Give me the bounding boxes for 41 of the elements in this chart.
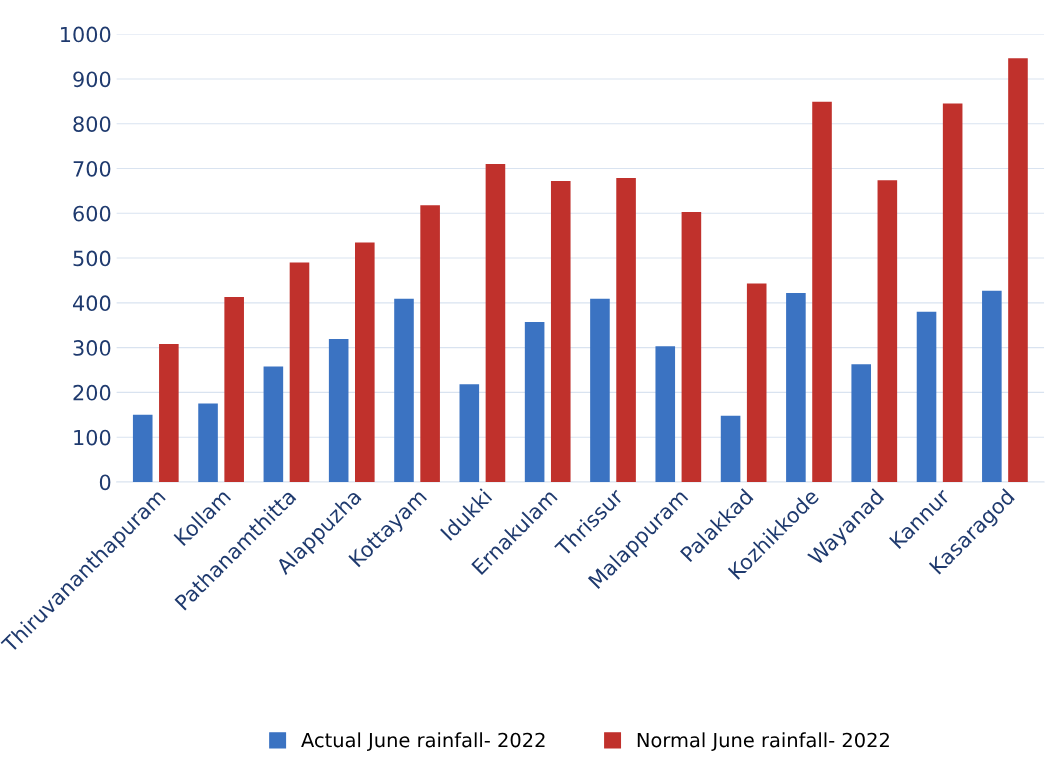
- bar: [916, 311, 937, 482]
- y-tick-label: 1000: [61, 26, 111, 43]
- bar: [328, 339, 349, 482]
- bar: [524, 322, 545, 482]
- legend-label: Actual June rainfall- 2022: [301, 732, 545, 751]
- bar: [720, 415, 741, 482]
- bar: [616, 177, 636, 482]
- y-tick-label: 500: [73, 250, 111, 267]
- y-tick-label: 300: [73, 340, 111, 356]
- y-tick-label: 400: [72, 295, 111, 312]
- y-tick-label: 900: [73, 71, 111, 88]
- bar: [655, 346, 676, 482]
- bar: [132, 414, 153, 482]
- bar: [355, 242, 375, 482]
- y-tick-label: 0: [99, 474, 111, 491]
- legend-label: Normal June rainfall- 2022: [637, 732, 889, 751]
- bar: [394, 298, 414, 482]
- y-tick-label: 100: [74, 429, 111, 446]
- bar: [1008, 58, 1028, 482]
- y-tick-label: 200: [73, 384, 111, 401]
- y-tick-label: 700: [73, 160, 111, 177]
- y-tick-label: 600: [73, 205, 111, 222]
- bar: [590, 298, 610, 482]
- bar: [224, 297, 244, 482]
- y-tick-label: 800: [73, 116, 111, 132]
- bar: [420, 205, 440, 482]
- bar: [851, 364, 872, 482]
- bar: [877, 180, 898, 482]
- bar: [550, 181, 571, 482]
- bar: [746, 283, 767, 482]
- bar: [681, 211, 702, 482]
- bar: [289, 262, 310, 482]
- bar: [786, 292, 806, 482]
- bar: [459, 384, 480, 482]
- bar: [263, 366, 284, 482]
- bar: [159, 344, 179, 482]
- bar: [198, 403, 218, 482]
- bar: [942, 103, 963, 482]
- bar: [982, 290, 1002, 482]
- bar: [812, 101, 832, 482]
- bar: [485, 164, 506, 482]
